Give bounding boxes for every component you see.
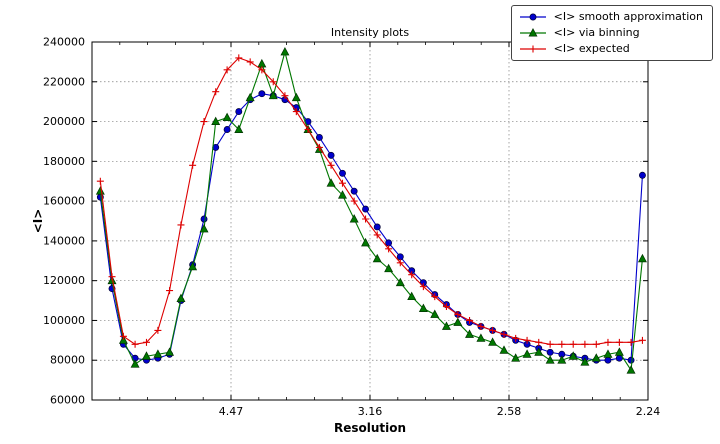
svg-text:80000: 80000 (50, 354, 85, 367)
legend-key-plus-line-icon (519, 45, 546, 53)
svg-text:2.24: 2.24 (636, 405, 661, 418)
svg-text:100000: 100000 (43, 314, 85, 327)
svg-text:3.16: 3.16 (358, 405, 383, 418)
x-axis-label: Resolution (333, 421, 407, 435)
legend: <I> smooth approximation <I> via binning… (510, 5, 713, 61)
svg-text:4.47: 4.47 (219, 405, 244, 418)
svg-text:180000: 180000 (43, 155, 85, 168)
legend-key-circle-line-icon (519, 13, 546, 21)
svg-text:200000: 200000 (43, 115, 85, 128)
svg-text:2.58: 2.58 (497, 405, 522, 418)
legend-label-smooth-approximation: <I> smooth approximation (553, 10, 703, 23)
legend-item-expected: <I> expected (518, 42, 703, 56)
legend-item-via-binning: <I> via binning (518, 26, 703, 40)
svg-text:120000: 120000 (43, 274, 85, 287)
svg-text:140000: 140000 (43, 234, 85, 247)
svg-text:220000: 220000 (43, 75, 85, 88)
y-axis-label: <I> (31, 208, 45, 234)
legend-item-smooth-approximation: <I> smooth approximation (518, 10, 703, 24)
chart-title: Intensity plots (330, 26, 410, 39)
legend-label-via-binning: <I> via binning (553, 26, 640, 39)
legend-label-expected: <I> expected (553, 42, 630, 55)
legend-key-triangle-line-icon (519, 28, 546, 37)
svg-text:240000: 240000 (43, 36, 85, 49)
svg-text:60000: 60000 (50, 394, 85, 407)
svg-text:160000: 160000 (43, 195, 85, 208)
